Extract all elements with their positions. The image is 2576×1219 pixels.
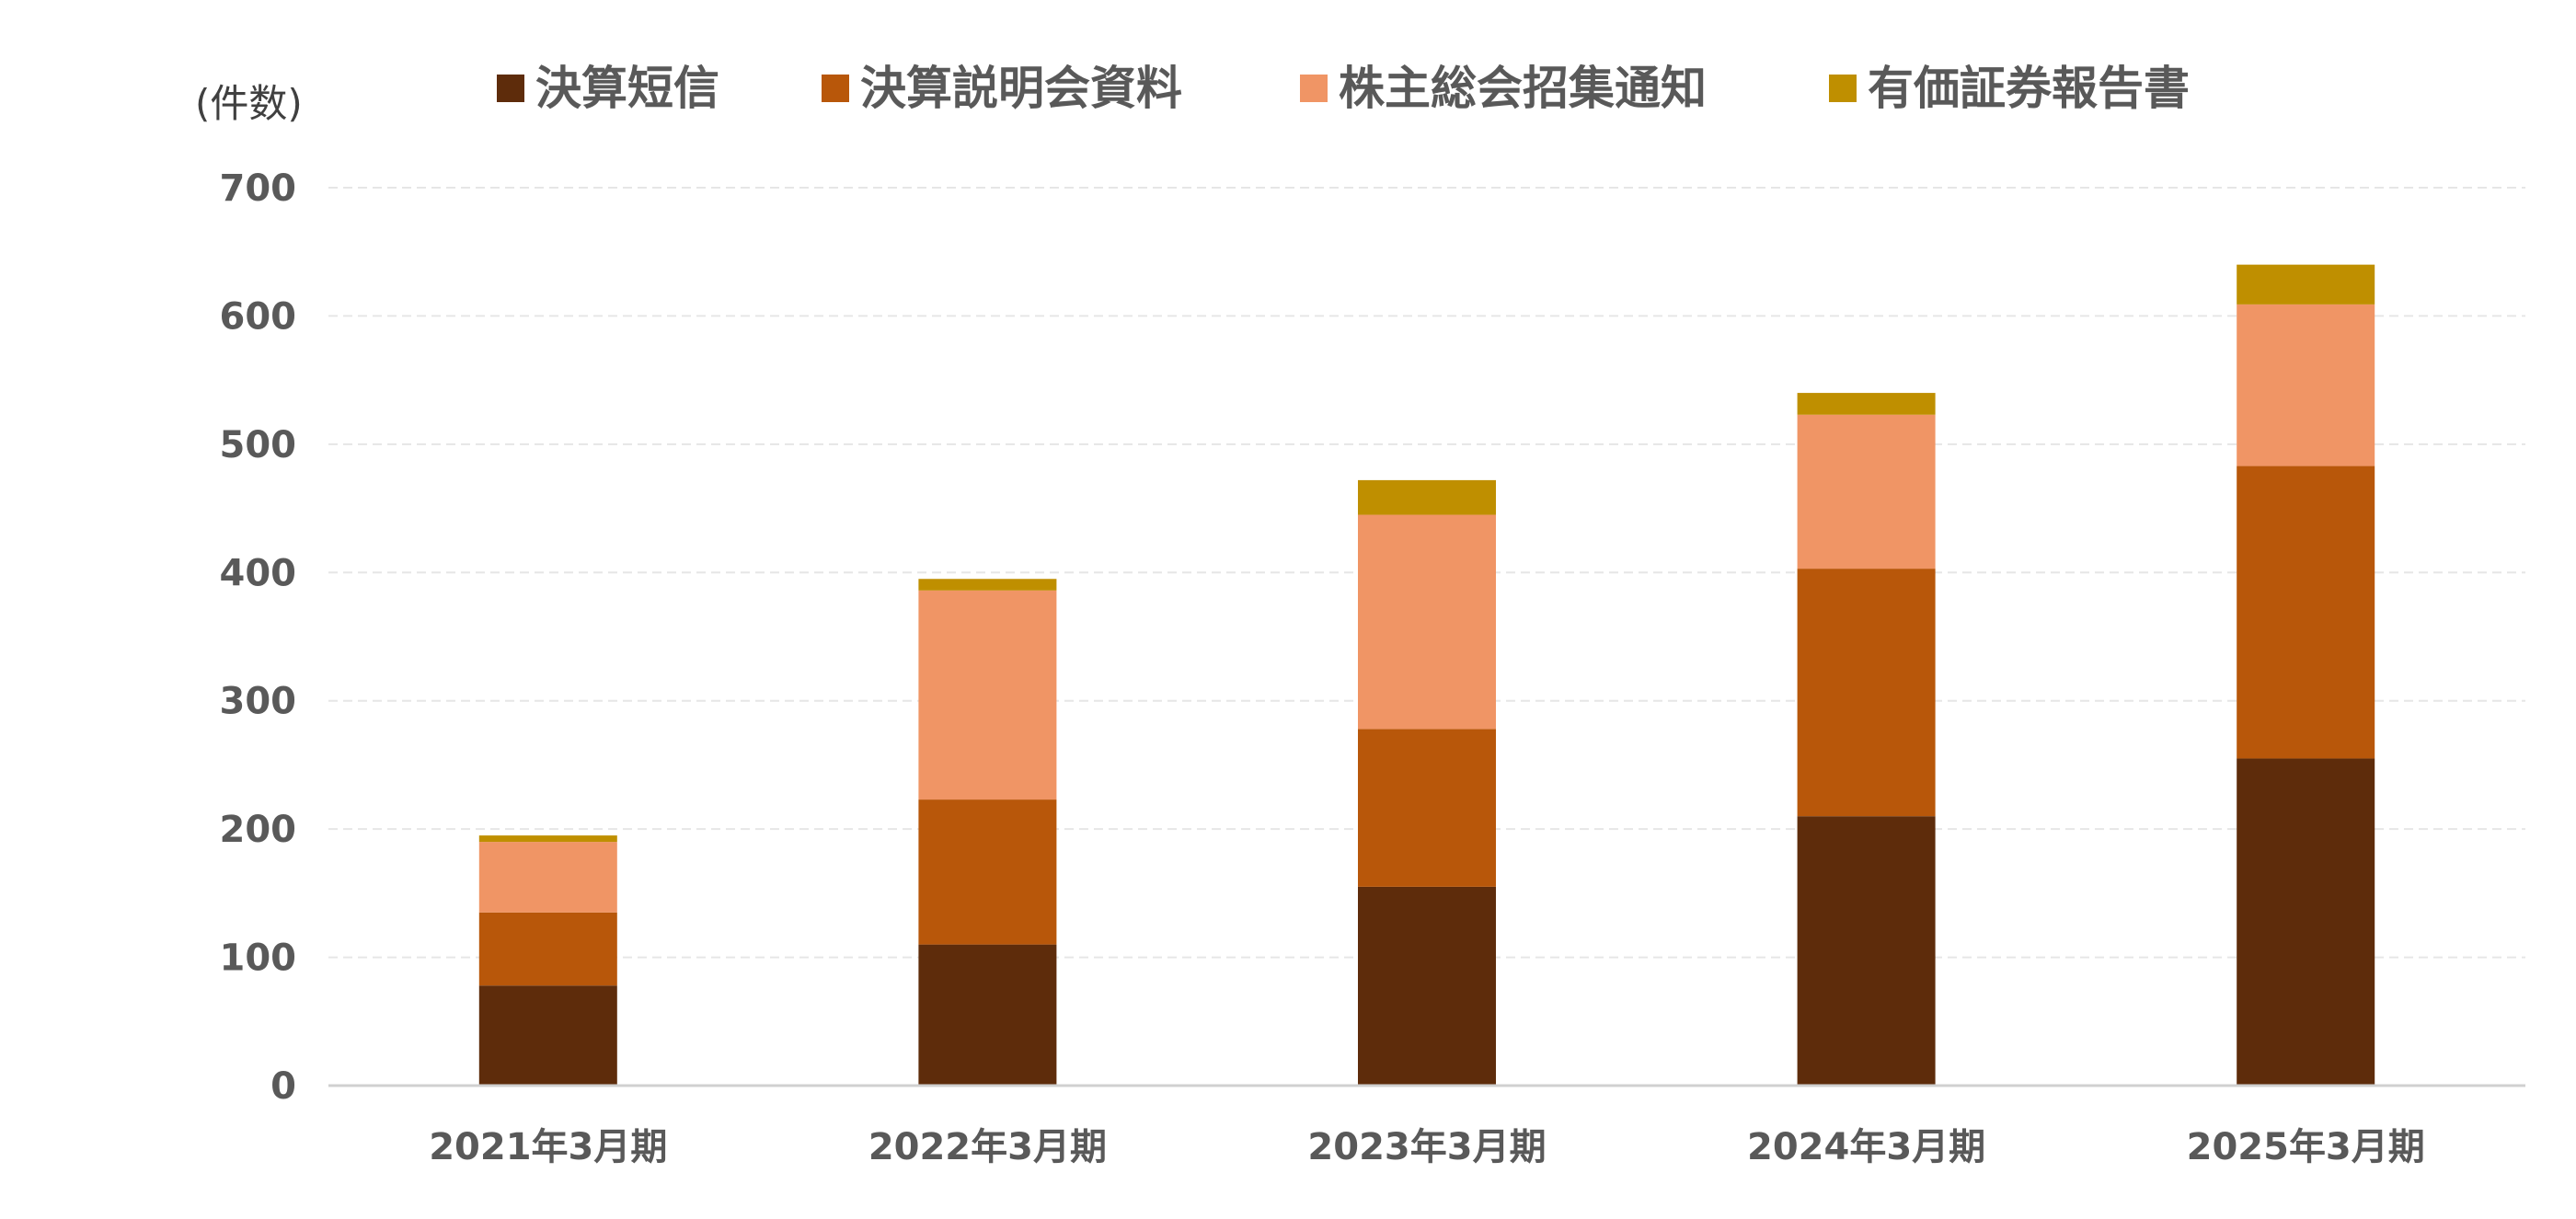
bar-segment <box>1358 729 1496 887</box>
bar-segment <box>1797 414 1936 569</box>
y-tick-label: 500 <box>220 424 297 466</box>
legend-swatch <box>822 75 849 102</box>
x-tick-label: 2021年3月期 <box>429 1126 667 1168</box>
bar-segment <box>478 835 617 843</box>
y-tick-label: 700 <box>220 167 297 210</box>
bar-segment <box>1797 816 1936 1086</box>
y-tick-label: 300 <box>220 681 297 723</box>
bar-segment <box>1358 479 1496 515</box>
x-tick-label: 2025年3月期 <box>2187 1126 2425 1168</box>
legend-label: 決算短信 <box>535 62 719 115</box>
bar-segment <box>1797 393 1936 415</box>
bar-segment <box>918 590 1057 800</box>
bars <box>478 264 2375 1086</box>
bar-segment <box>478 985 617 1086</box>
x-tick-label: 2022年3月期 <box>868 1126 1107 1168</box>
bar-segment <box>1358 514 1496 730</box>
y-tick-label: 600 <box>220 295 297 338</box>
bar-segment <box>1797 569 1936 817</box>
y-tick-label: 100 <box>220 937 297 980</box>
y-tick-label: 400 <box>220 552 297 594</box>
bar-segment <box>918 579 1057 591</box>
y-tick-label: 200 <box>220 809 297 851</box>
y-tick-label: 0 <box>270 1065 296 1108</box>
legend-swatch <box>1300 75 1328 102</box>
bar-segment <box>2237 304 2375 466</box>
legend-swatch <box>1829 75 1857 102</box>
legend-label: 決算説明会資料 <box>860 62 1182 115</box>
y-axis-ticks: 0 100 200 300 400 500 600 700 <box>220 167 297 1108</box>
bar-segment <box>1358 886 1496 1086</box>
bar-segment <box>2237 264 2375 305</box>
bar-segment <box>478 842 617 913</box>
bar-segment <box>2237 758 2375 1086</box>
bar-segment <box>918 799 1057 945</box>
x-axis-ticks: 2021年3月期 2022年3月期 2023年3月期 2024年3月期 2025年3月期 <box>429 1126 2425 1168</box>
bar-segment <box>2237 466 2375 759</box>
legend: 決算短信 決算説明会資料 株主総会招集通知 有価証券報告書 <box>497 62 2190 115</box>
bar-segment <box>478 912 617 986</box>
legend-label: 株主総会招集通知 <box>1339 62 1707 115</box>
legend-swatch <box>497 75 524 102</box>
bar-segment <box>918 944 1057 1086</box>
x-tick-label: 2023年3月期 <box>1307 1126 1546 1168</box>
x-tick-label: 2024年3月期 <box>1747 1126 1985 1168</box>
y-unit-label: (件数) <box>195 81 303 126</box>
legend-label: 有価証券報告書 <box>1868 62 2190 115</box>
